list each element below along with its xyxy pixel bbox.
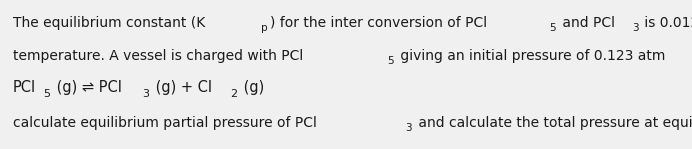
Text: 5: 5 bbox=[43, 89, 50, 99]
Text: 2: 2 bbox=[230, 89, 237, 99]
Text: is 0.0121 at certain: is 0.0121 at certain bbox=[640, 16, 692, 30]
Text: PCl: PCl bbox=[13, 80, 36, 95]
Text: 3: 3 bbox=[405, 123, 412, 133]
Text: and PCl: and PCl bbox=[558, 16, 615, 30]
Text: giving an initial pressure of 0.123 atm: giving an initial pressure of 0.123 atm bbox=[396, 49, 665, 63]
Text: ) for the inter conversion of PCl: ) for the inter conversion of PCl bbox=[269, 16, 486, 30]
Text: (g) ⇌ PCl: (g) ⇌ PCl bbox=[52, 80, 122, 95]
Text: (g) + Cl: (g) + Cl bbox=[151, 80, 212, 95]
Text: calculate equilibrium partial pressure of PCl: calculate equilibrium partial pressure o… bbox=[13, 116, 317, 130]
Text: 3: 3 bbox=[632, 23, 639, 33]
Text: and calculate the total pressure at equilibrium: and calculate the total pressure at equi… bbox=[414, 116, 692, 130]
Text: 3: 3 bbox=[142, 89, 149, 99]
Text: 5: 5 bbox=[388, 56, 394, 66]
Text: 5: 5 bbox=[549, 23, 556, 33]
Text: temperature. A vessel is charged with PCl: temperature. A vessel is charged with PC… bbox=[13, 49, 303, 63]
Text: The equilibrium constant (K: The equilibrium constant (K bbox=[13, 16, 205, 30]
Text: p: p bbox=[261, 23, 268, 33]
Text: (g): (g) bbox=[239, 80, 264, 95]
